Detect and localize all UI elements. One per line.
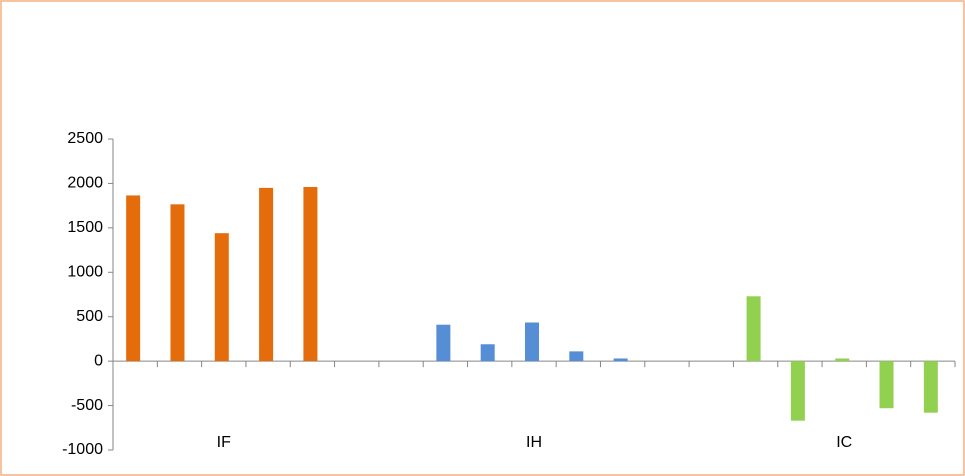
bar [790,361,805,421]
x-tick-label: IC [836,434,852,451]
bar [923,361,938,413]
bar [436,324,451,362]
bar [480,344,495,362]
y-tick-label: 500 [76,308,103,325]
y-tick-label: 1500 [67,219,103,236]
bar [525,322,539,362]
x-tick-label: IF [217,434,231,451]
bar [126,195,141,362]
bar [303,186,318,362]
bar [259,187,274,362]
y-tick-label: 0 [94,352,103,369]
y-tick-label: -500 [71,397,103,414]
y-tick-label: 1000 [67,264,103,281]
y-tick-label: 2000 [67,175,103,192]
bar [879,361,894,409]
y-tick-label: 2500 [67,130,103,147]
bar [746,296,761,362]
bar [170,204,185,362]
bar [613,358,628,362]
bar [835,358,850,362]
y-tick-label: -1000 [62,441,103,458]
bar [214,233,229,362]
bar [569,351,584,362]
x-tick-label: IH [526,434,542,451]
